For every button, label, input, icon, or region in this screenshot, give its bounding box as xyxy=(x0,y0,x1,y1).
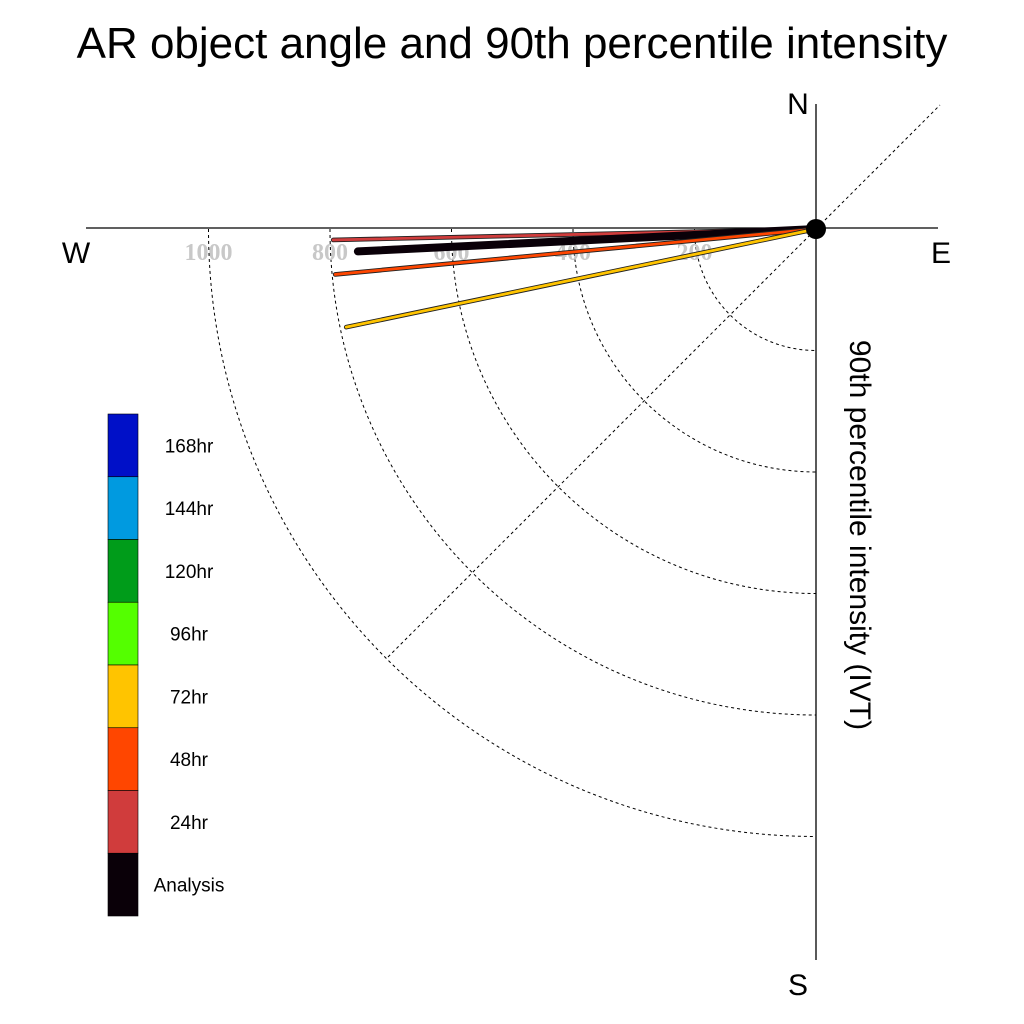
y-axis-label: 90th percentile intensity (IVT) xyxy=(843,340,876,730)
grid-arc-1000 xyxy=(208,228,817,837)
legend-label-96hr: 96hr xyxy=(170,625,209,646)
legend-label-72hr: 72hr xyxy=(170,687,209,708)
tick-label-1000: 1000 xyxy=(185,240,233,266)
grid-arc-800 xyxy=(329,228,817,716)
east-label: E xyxy=(931,237,951,270)
series-line-72hr xyxy=(344,227,818,329)
series-lines xyxy=(330,225,820,330)
chart-title: AR object angle and 90th percentile inte… xyxy=(77,19,948,68)
legend-swatch-Analysis xyxy=(107,852,139,917)
legend-label-144hr: 144hr xyxy=(165,499,214,520)
legend-label-48hr: 48hr xyxy=(170,750,209,771)
series-line-Analysis xyxy=(353,225,820,256)
legend-label-120hr: 120hr xyxy=(165,562,214,583)
legend-swatch-96hr xyxy=(107,601,139,666)
grid-arc-400 xyxy=(572,228,817,473)
south-label: S xyxy=(788,969,808,1002)
legend: 168hr 144hr 120hr 96hr 72hr 48hr 24hr Analysis xyxy=(107,413,225,917)
north-label: N xyxy=(787,88,809,121)
legend-label-24hr: 24hr xyxy=(170,813,209,834)
tick-label-800: 800 xyxy=(312,240,348,266)
legend-label-Analysis: Analysis xyxy=(154,876,225,897)
origin-marker xyxy=(806,219,826,239)
legend-label-168hr: 168hr xyxy=(165,436,214,457)
west-label: W xyxy=(62,237,91,270)
legend-swatch-24hr xyxy=(107,790,139,854)
legend-swatch-120hr xyxy=(107,539,139,603)
grid-arc-600 xyxy=(451,228,817,594)
legend-swatch-72hr xyxy=(107,664,139,729)
grid-diagonal xyxy=(387,104,941,658)
polar-grid xyxy=(208,104,941,837)
legend-swatch-168hr xyxy=(107,413,139,478)
legend-swatch-144hr xyxy=(107,476,139,540)
legend-swatch-48hr xyxy=(107,727,139,791)
series-line-48hr xyxy=(333,227,818,276)
grid-arc-200 xyxy=(694,228,817,351)
